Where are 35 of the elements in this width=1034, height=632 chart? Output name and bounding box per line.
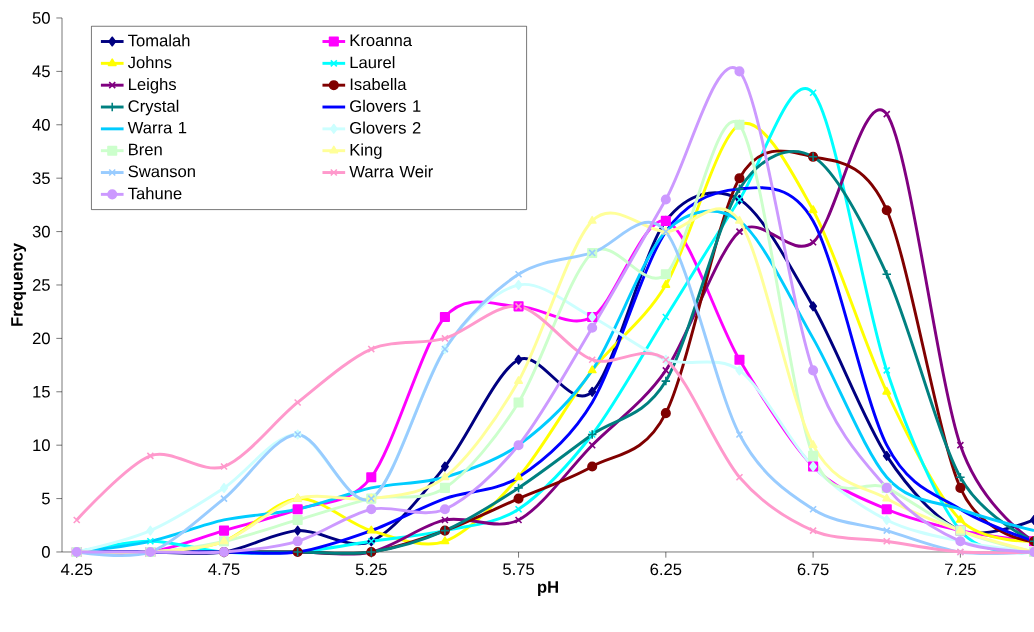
legend-label: Kroanna [350, 34, 413, 47]
x-tick-label: 6.75 [797, 563, 829, 576]
x-tick-label: 4.75 [208, 563, 240, 576]
legend-label: Bren [129, 143, 162, 156]
y-tick-label: 30 [32, 225, 50, 238]
legend-label: Johns [127, 56, 172, 69]
y-tick-label: 5 [41, 492, 50, 505]
x-axis-title: pH [538, 581, 558, 597]
legend-label: Swanson [128, 165, 195, 178]
legend-label: Glovers 1 [350, 99, 421, 112]
legend-label: Tahune [128, 187, 182, 200]
legend-label: Crystal [128, 99, 179, 116]
legend-label: Leighs [129, 77, 177, 94]
legend-label: Laurel [350, 56, 395, 69]
y-tick-label: 0 [41, 546, 50, 558]
y-tick-label: 45 [32, 65, 50, 78]
y-tick-label: 35 [32, 172, 50, 185]
legend-label: Warra 1 [127, 121, 187, 134]
x-tick-label: 5.75 [503, 563, 535, 576]
y-tick-label: 20 [32, 332, 50, 345]
legend-label: Tomalah [128, 34, 190, 47]
y-tick-label: 10 [33, 439, 50, 452]
y-tick-label: 50 [32, 12, 50, 24]
legend-label: Glovers 2 [350, 121, 421, 134]
y-tick-label: 15 [33, 386, 50, 398]
legend-label: King [350, 143, 382, 159]
x-tick-label: 5.25 [355, 563, 387, 576]
y-tick-label: 25 [32, 279, 50, 291]
x-tick-label: 4.25 [60, 563, 93, 576]
legend-label: Warra Weir [349, 165, 433, 178]
x-tick-label: 7.25 [945, 563, 976, 576]
x-tick-label: 6.25 [650, 563, 682, 576]
y-tick-label: 40 [32, 118, 50, 131]
y-axis-title: Frequency [11, 243, 27, 326]
legend-label: Isabella [350, 77, 407, 91]
